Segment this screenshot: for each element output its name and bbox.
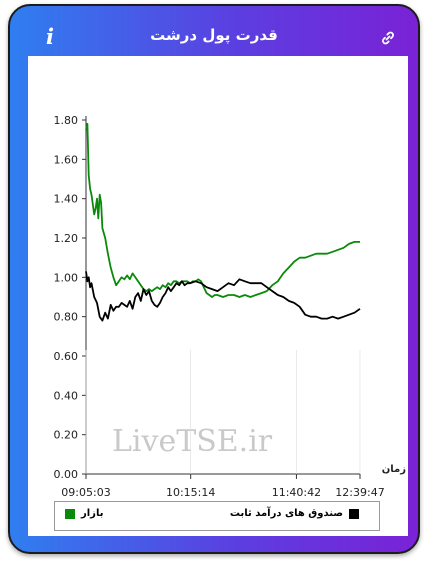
y-tick-label: 1.20 <box>54 232 79 245</box>
chart-legend: صندوق های درآمد ثابت بازار <box>54 501 380 531</box>
x-tick-label: 10:15:14 <box>166 486 215 496</box>
chart-axes: 0.00 0.20 0.40 0.60 0.80 1.00 1.20 1.40 1.60 1.80… <box>54 114 385 496</box>
x-axis-label: زمان <box>382 464 406 475</box>
line-chart: LiveTSE.ir 0.00 0.20 0.40 0.60 0.80 1.00 1.20 1… <box>54 114 407 496</box>
legend-swatch-market <box>65 508 75 519</box>
y-tick-label: 0.20 <box>54 429 79 442</box>
series-line-fixed-income <box>85 271 361 322</box>
y-tick-label: 0.80 <box>54 311 79 324</box>
y-tick-label: 1.80 <box>54 114 79 127</box>
legend-swatch-fixed-income <box>349 508 359 519</box>
chart-panel: LiveTSE.ir 0.00 0.20 0.40 0.60 0.80 1.00 1.20 1… <box>28 56 408 536</box>
watermark: LiveTSE.ir <box>112 424 273 459</box>
info-icon[interactable]: i <box>46 24 54 49</box>
y-tick-label: 1.40 <box>54 193 79 206</box>
legend-item-market[interactable]: بازار <box>65 508 103 519</box>
x-tick-label: 11:40:42 <box>272 486 321 496</box>
legend-label-fixed-income: صندوق های درآمد ثابت <box>229 508 343 519</box>
y-tick-label: 1.00 <box>54 271 79 284</box>
legend-item-fixed-income[interactable]: صندوق های درآمد ثابت <box>230 508 359 519</box>
link-icon[interactable] <box>380 30 396 50</box>
series-line-market <box>85 123 360 298</box>
x-tick-label: 09:05:03 <box>61 486 110 496</box>
legend-label-market: بازار <box>81 508 104 519</box>
widget-title: قدرت پول درشت <box>150 26 278 44</box>
y-tick-label: 0.60 <box>54 350 79 363</box>
chart-series <box>85 123 361 322</box>
smart-money-widget: i قدرت پول درشت LiveTSE.ir 0.00 0.20 0.40 0… <box>8 4 420 554</box>
y-tick-label: 0.00 <box>54 468 79 481</box>
y-tick-label: 1.60 <box>54 153 79 166</box>
x-tick-label: 12:39:47 <box>335 486 384 496</box>
widget-header: i قدرت پول درشت <box>10 6 418 56</box>
y-tick-label: 0.40 <box>54 389 79 402</box>
